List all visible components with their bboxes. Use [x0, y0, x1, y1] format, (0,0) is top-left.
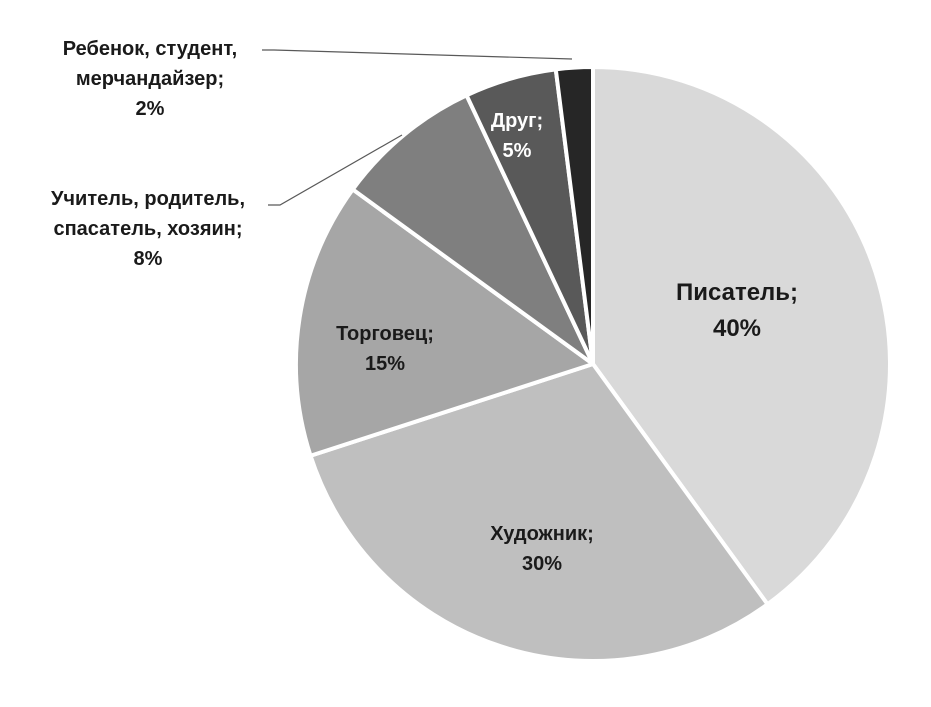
pie-slice [350, 93, 595, 366]
data-label: Учитель, родитель, спасатель, хозяин; 8% [51, 188, 245, 270]
data-label-line: Писатель; [676, 279, 798, 306]
data-labels: Писатель; 40% Художник; 30% Торговец; 15% Учит… [51, 38, 798, 575]
data-label-line: Учитель, родитель, [51, 188, 245, 210]
data-label: Торговец; 15% [336, 323, 434, 375]
data-label: Ребенок, студент, мерчандайзер; 2% [63, 38, 237, 120]
data-label-line: 30% [522, 553, 562, 575]
data-label: Художник; 30% [490, 523, 594, 575]
data-label-line: 40% [713, 315, 761, 342]
data-label: Друг; 5% [491, 110, 543, 162]
pie-slice [308, 362, 770, 663]
data-label-line: 5% [503, 140, 532, 162]
leader-line [262, 49, 573, 60]
leader-line [268, 134, 403, 206]
data-label-line: Ребенок, студент, [63, 38, 237, 60]
data-label-line: 15% [365, 353, 405, 375]
data-label-line: Художник; [490, 523, 594, 545]
data-label-line: спасатель, хозяин; [53, 218, 242, 240]
data-label-line: Торговец; [336, 323, 434, 345]
data-label-line: 8% [134, 248, 163, 270]
data-label-line: Друг; [491, 110, 543, 132]
pie-slice [294, 187, 595, 458]
data-label-line: мерчандайзер; [76, 68, 224, 90]
pie-slices [294, 65, 892, 663]
data-label: Писатель; 40% [676, 279, 798, 342]
data-label-line: 2% [136, 98, 165, 120]
leader-lines [262, 49, 573, 206]
pie-slice [553, 65, 595, 366]
pie-slice [591, 65, 892, 607]
